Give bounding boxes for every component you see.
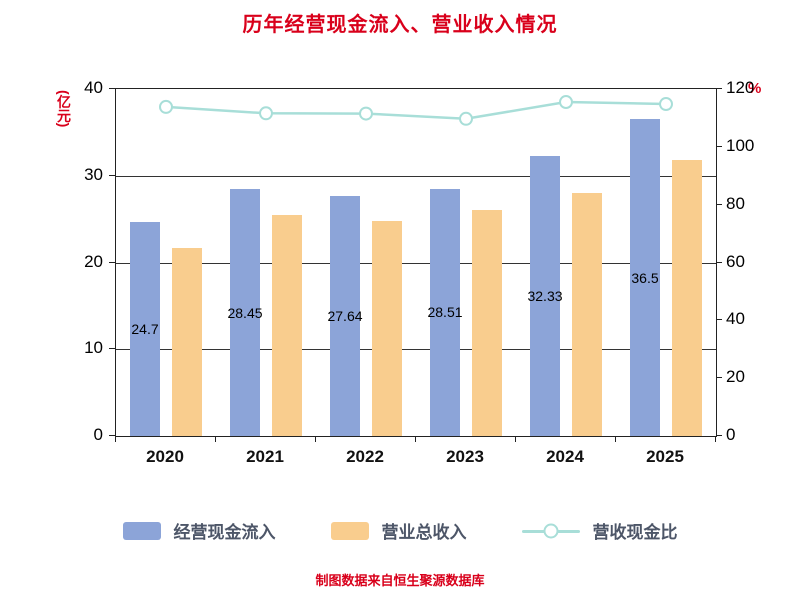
chart-title: 历年经营现金流入、营业收入情况: [242, 14, 558, 36]
ratio-marker-2022: [359, 106, 373, 121]
right-axis-tick-label: 80: [726, 193, 745, 213]
right-axis-tick-label: 0: [726, 425, 736, 444]
ratio-marker-2020: [159, 99, 173, 114]
left-axis-tick-label: 40: [84, 78, 103, 97]
ratio-marker-2024: [559, 95, 573, 110]
gridline: [116, 349, 716, 351]
bar-cash-inflow-2024: [530, 155, 560, 436]
legend-label-total-revenue: 营业总收入: [381, 523, 467, 542]
x-axis-label-2021: 2021: [246, 447, 284, 466]
right-axis-tick-label: 40: [726, 309, 745, 329]
legend: 经营现金流入 营业总收入 营收现金比: [0, 518, 800, 543]
bar-cash-inflow-2020: [130, 221, 160, 436]
x-axis-label-2020: 2020: [146, 447, 184, 466]
ratio-line-layer: [159, 95, 673, 126]
bar-cash-inflow-2023: [430, 188, 460, 436]
bar-revenue-2022: [372, 220, 402, 436]
legend-item-cash-inflow[interactable]: 经营现金流入: [122, 518, 276, 543]
right-axis-tick-label: 120: [726, 78, 755, 97]
legend-item-cash-ratio[interactable]: 营收现金比: [521, 518, 678, 543]
bar-value-label-2022: 27.64: [327, 308, 363, 325]
ratio-marker-2023: [459, 111, 473, 126]
bar-revenue-2024: [572, 193, 602, 436]
left-axis-unit-label: (亿元): [56, 90, 72, 128]
bar-revenue-2025: [672, 160, 702, 436]
legend-item-total-revenue[interactable]: 营业总收入: [330, 518, 467, 543]
left-axis-tick-label: 20: [84, 251, 103, 271]
bar-revenue-2021: [272, 214, 302, 436]
bar-cash-inflow-2022: [330, 196, 360, 436]
legend-swatch-cash-inflow: [122, 521, 161, 540]
plot-area: 24.7 28.45 27.64 28.51 32.33 36.5: [115, 88, 717, 437]
bar-cash-inflow-2021: [230, 189, 260, 436]
left-axis-tick-label: 30: [84, 164, 103, 184]
bar-value-label-2021: 28.45: [227, 304, 263, 321]
legend-line-marker-icon: [521, 523, 580, 538]
x-axis-label-2022: 2022: [346, 447, 384, 466]
right-axis-tick-label: 100: [726, 135, 755, 155]
bar-revenue-2023: [472, 210, 502, 436]
left-axis-tick-label: 10: [84, 338, 103, 358]
bar-value-label-2024: 32.33: [527, 287, 563, 304]
gridline: [116, 175, 716, 177]
bar-value-label-2023: 28.51: [427, 304, 463, 321]
left-axis-tick-label: 0: [93, 425, 103, 444]
ratio-marker-2025: [659, 97, 673, 112]
legend-label-cash-ratio: 营收现金比: [592, 523, 678, 542]
right-axis-tick-label: 60: [726, 251, 745, 271]
bar-cash-inflow-2025: [630, 119, 660, 436]
x-axis-label-2024: 2024: [546, 447, 584, 466]
bar-value-label-2020: 24.7: [131, 320, 159, 337]
gridline: [116, 262, 716, 264]
bar-value-label-2025: 36.5: [631, 269, 659, 286]
x-axis-label-2023: 2023: [446, 447, 484, 466]
right-axis-tick-label: 20: [726, 367, 745, 387]
x-axis-label-2025: 2025: [646, 447, 684, 466]
right-axis-unit-label: %: [748, 80, 762, 97]
legend-swatch-total-revenue: [330, 521, 369, 540]
ratio-marker-2021: [259, 106, 273, 121]
data-source-note: 制图数据来自恒生聚源数据库: [315, 573, 485, 588]
legend-label-cash-inflow: 经营现金流入: [173, 523, 276, 542]
bar-revenue-2020: [172, 247, 202, 436]
